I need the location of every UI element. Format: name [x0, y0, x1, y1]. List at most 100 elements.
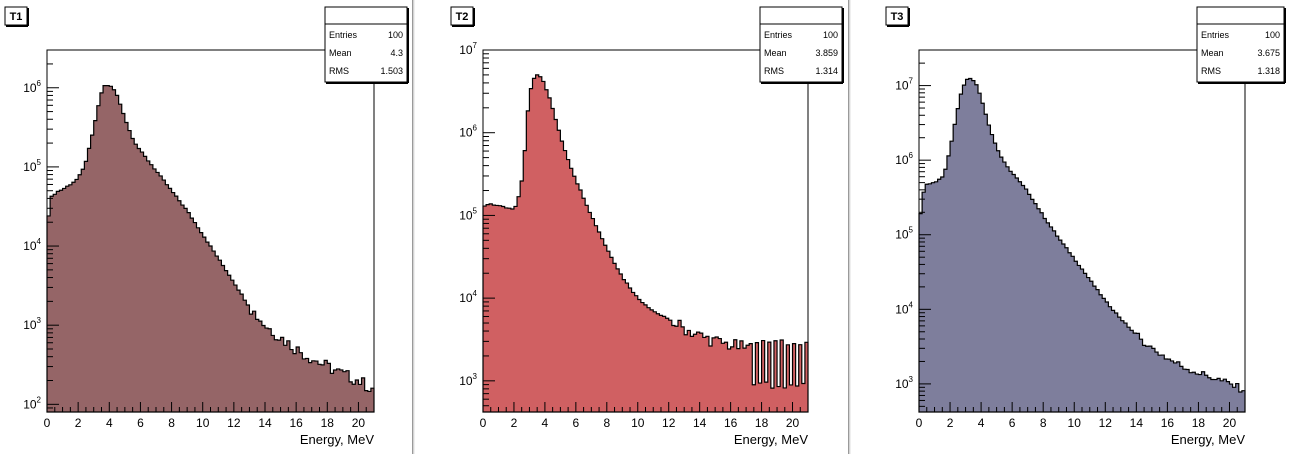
y-tick-label: 103: [895, 375, 913, 391]
x-tick-label: 14: [258, 416, 272, 430]
y-tick-base: 10: [895, 302, 909, 316]
y-tick-exponent: 6: [473, 124, 478, 133]
panel-divider[interactable]: [412, 0, 415, 454]
y-tick-exponent: 6: [909, 151, 914, 160]
x-tick-label: 6: [1009, 416, 1016, 430]
x-tick-label: 0: [916, 416, 923, 430]
y-tick-label: 106: [23, 79, 41, 95]
x-tick-label: 10: [631, 416, 645, 430]
y-tick-label: 102: [23, 395, 41, 411]
stats-value: 100: [823, 30, 838, 40]
stats-box: [324, 6, 408, 83]
chart-title: T2: [456, 11, 469, 23]
stats-label: RMS: [329, 66, 349, 76]
panel-divider[interactable]: [848, 0, 851, 454]
x-tick-label: 4: [106, 416, 113, 430]
y-tick-label: 106: [895, 151, 913, 167]
y-tick-base: 10: [23, 318, 37, 332]
histogram-bars: [918, 77, 1246, 413]
x-tick-label: 20: [352, 416, 366, 430]
stats-label: RMS: [1201, 66, 1221, 76]
y-tick-label: 106: [459, 124, 477, 140]
x-tick-label: 2: [75, 416, 82, 430]
y-tick-exponent: 5: [909, 226, 914, 235]
x-tick-label: 8: [603, 416, 610, 430]
stats-value: 3.859: [815, 48, 838, 58]
x-tick-label: 18: [1192, 416, 1206, 430]
stats-value: 1.503: [380, 66, 403, 76]
y-tick-exponent: 6: [37, 79, 42, 88]
chart-title: T3: [891, 11, 904, 23]
x-axis-label: Energy, MeV: [734, 432, 809, 447]
y-tick-label: 105: [23, 158, 41, 174]
y-tick-label: 107: [459, 41, 477, 57]
x-tick-label: 0: [480, 416, 487, 430]
x-tick-label: 2: [511, 416, 518, 430]
y-tick-base: 10: [23, 239, 37, 253]
x-tick-label: 16: [724, 416, 738, 430]
stats-label: Mean: [764, 48, 787, 58]
stats-label: Mean: [329, 48, 352, 58]
x-tick-label: 0: [44, 416, 51, 430]
x-axis-label: Energy, MeV: [1171, 432, 1246, 447]
y-tick-base: 10: [895, 377, 909, 391]
y-tick-label: 103: [23, 316, 41, 332]
x-tick-label: 16: [289, 416, 303, 430]
stats-box: [1196, 6, 1285, 83]
y-tick-exponent: 4: [473, 289, 478, 298]
y-tick-label: 103: [459, 372, 477, 388]
x-tick-label: 4: [978, 416, 985, 430]
x-tick-label: 18: [321, 416, 335, 430]
x-tick-label: 10: [196, 416, 210, 430]
x-tick-label: 20: [1223, 416, 1237, 430]
y-tick-label: 105: [459, 206, 477, 222]
y-tick-exponent: 5: [37, 158, 42, 167]
y-tick-exponent: 7: [473, 41, 478, 50]
stats-label: RMS: [764, 66, 784, 76]
x-tick-label: 8: [168, 416, 175, 430]
x-tick-label: 8: [1040, 416, 1047, 430]
y-tick-exponent: 7: [909, 77, 914, 86]
x-tick-label: 16: [1161, 416, 1175, 430]
histogram-bars: [482, 74, 809, 413]
stats-label: Entries: [329, 30, 358, 40]
stats-box: [759, 6, 843, 83]
y-tick-exponent: 3: [473, 372, 478, 381]
x-tick-label: 4: [542, 416, 549, 430]
stats-value: 1.314: [815, 66, 838, 76]
x-tick-label: 14: [693, 416, 707, 430]
x-tick-label: 10: [1068, 416, 1082, 430]
x-tick-label: 12: [227, 416, 241, 430]
y-tick-label: 104: [895, 300, 913, 316]
x-tick-label: 20: [786, 416, 800, 430]
y-tick-label: 104: [459, 289, 477, 305]
stats-label: Entries: [764, 30, 793, 40]
stats-label: Entries: [1201, 30, 1230, 40]
histogram-bars: [46, 85, 375, 413]
y-tick-exponent: 3: [37, 316, 42, 325]
stats-label: Mean: [1201, 48, 1224, 58]
stats-value: 100: [388, 30, 403, 40]
x-tick-label: 12: [662, 416, 676, 430]
canvas-panel-t1: 0 2 4 6 8 10 12 14 16 18 20 Energy, MeV 102 103 104 105…: [0, 0, 412, 454]
y-tick-base: 10: [895, 228, 909, 242]
stats-value: 3.675: [1257, 48, 1280, 58]
y-tick-base: 10: [23, 160, 37, 174]
y-tick-label: 105: [895, 226, 913, 242]
x-tick-label: 6: [137, 416, 144, 430]
x-tick-label: 6: [573, 416, 580, 430]
y-tick-base: 10: [459, 43, 473, 57]
y-tick-exponent: 4: [37, 237, 42, 246]
y-tick-base: 10: [459, 374, 473, 388]
y-tick-base: 10: [23, 81, 37, 95]
x-tick-label: 12: [1099, 416, 1113, 430]
y-tick-exponent: 2: [37, 395, 42, 404]
y-tick-base: 10: [459, 126, 473, 140]
y-tick-label: 107: [895, 77, 913, 93]
x-tick-label: 14: [1130, 416, 1144, 430]
stats-value: 100: [1265, 30, 1280, 40]
y-tick-base: 10: [23, 397, 37, 411]
